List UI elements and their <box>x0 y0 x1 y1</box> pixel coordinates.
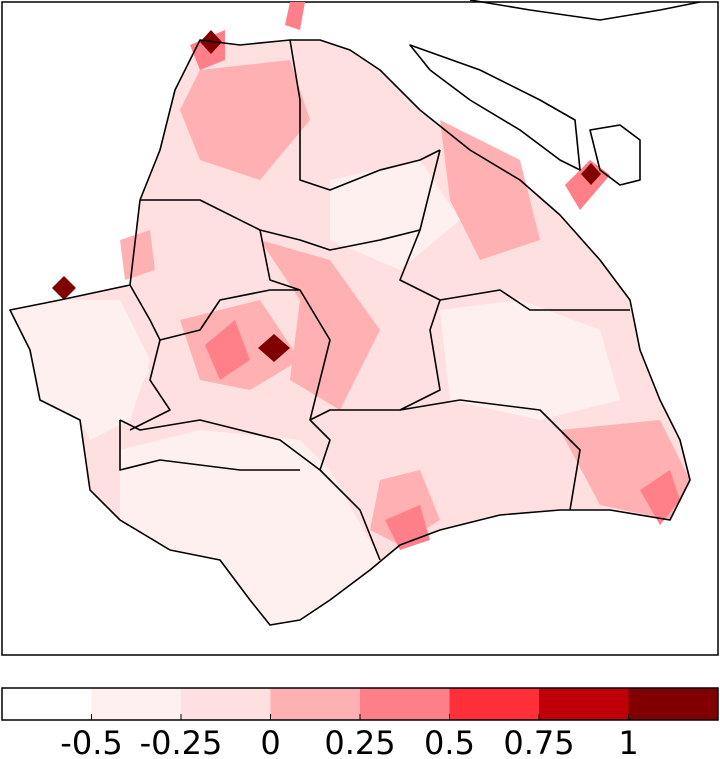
colorbar-box <box>2 688 92 720</box>
district-lines <box>119 39 630 561</box>
colorbar-tick-label: 1 <box>618 724 638 759</box>
island <box>589 124 641 186</box>
colorbar-tick-label: 0.25 <box>324 724 395 759</box>
light-areas <box>10 160 620 625</box>
colorbar-box <box>91 688 181 720</box>
colorbar-box <box>449 688 539 720</box>
colorbar-box <box>539 688 629 720</box>
coastline <box>9 39 691 626</box>
colorbar-tick-label: -0.5 <box>60 724 122 759</box>
colorbar: -0.5 -0.25 0 0.25 0.5 0.75 1 <box>1 687 719 759</box>
river <box>469 0 701 21</box>
colorbar-box <box>181 688 271 720</box>
colorbar-tick-label: 0.75 <box>503 724 574 759</box>
colorbar-tick-label: -0.25 <box>140 724 223 759</box>
colorbar-box <box>270 688 360 720</box>
island <box>409 44 581 171</box>
colorbar-tick-label: 0 <box>260 724 280 759</box>
map <box>1 0 719 656</box>
colorbar-box <box>360 688 450 720</box>
colorbar-box <box>628 688 718 720</box>
colorbar-tick-label: 0.5 <box>424 724 475 759</box>
